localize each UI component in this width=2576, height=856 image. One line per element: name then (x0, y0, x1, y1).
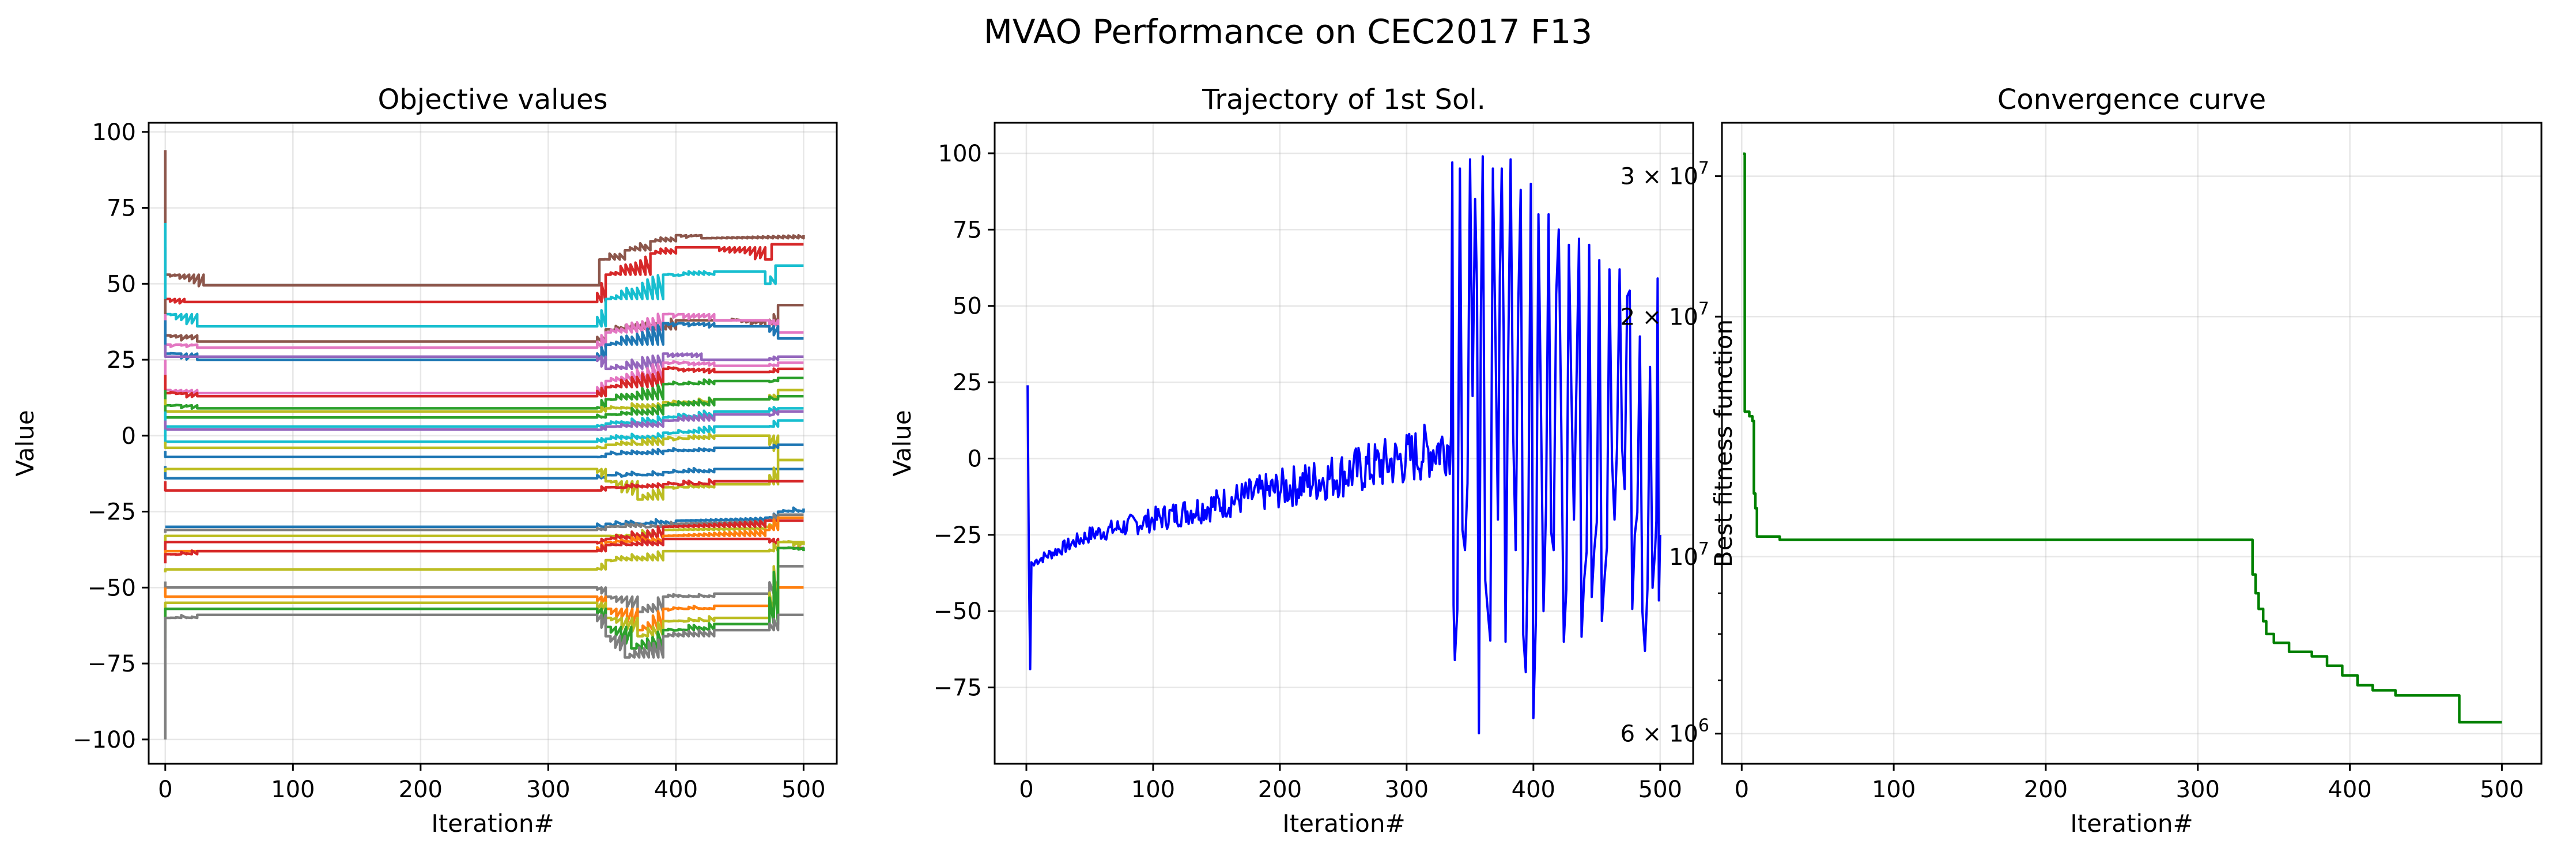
x-tick-label: 0 (1735, 776, 1749, 803)
series-line-10 (164, 376, 804, 410)
series-line-15 (164, 419, 804, 443)
grid-lines (1722, 123, 2541, 764)
x-tick-label: 100 (1131, 776, 1175, 803)
series-line-6 (164, 320, 804, 361)
x-tick-label: 200 (2024, 776, 2068, 803)
y-tick-label: 0 (968, 446, 982, 472)
series-line-18 (164, 466, 804, 480)
y-tick-label: −25 (88, 499, 136, 526)
series-line-8 (164, 360, 804, 396)
chart-panel-1: 0 100 200 300 400 500 −100 −75 −50 −25 0 25 50 75 100 O… (11, 84, 838, 838)
panel-title: Convergence curve (1997, 84, 2266, 116)
series-line-30 (164, 540, 805, 638)
x-tick-label: 400 (654, 776, 698, 803)
y-tick-label: 25 (953, 369, 982, 396)
y-tick-label: 50 (107, 271, 136, 297)
axes-frame (994, 122, 1694, 765)
axes-frame (1721, 122, 2543, 765)
y-tick-label: 50 (953, 293, 982, 320)
panel-title: Objective values (378, 84, 608, 116)
series-line-31 (164, 546, 805, 650)
x-tick-label: 400 (2328, 776, 2371, 803)
y-tick-label: 6 × 106 (1621, 716, 1709, 748)
series-line-4 (164, 299, 804, 343)
series-line-1 (164, 150, 805, 288)
series-line-1 (1026, 155, 1661, 734)
y-tick-label: 100 (92, 119, 136, 146)
series-line-17 (164, 443, 804, 459)
series-line-3 (164, 223, 804, 328)
series-line-29 (164, 586, 804, 632)
series-line-32 (164, 613, 804, 740)
y-tick-label: 0 (122, 423, 136, 450)
axes-frame (148, 122, 838, 765)
y-tick-label: −50 (88, 575, 136, 601)
x-tick-label: 500 (781, 776, 825, 803)
series-line-14 (164, 409, 804, 431)
y-tick-label: 2 × 107 (1621, 299, 1709, 330)
series-line-1 (1743, 152, 2502, 724)
series-line-2 (164, 243, 804, 305)
y-axis-label: Value (11, 410, 39, 476)
y-tick-label: −75 (88, 651, 136, 677)
x-tick-label: 500 (1638, 776, 1682, 803)
y-tick-label: 25 (107, 347, 136, 374)
x-tick-label: 200 (1258, 776, 1302, 803)
series-line-24 (164, 519, 804, 552)
y-axis-label: Value (888, 410, 916, 476)
chart-panel-3: 0 100 200 300 400 500 6 × 106 107 2 × 107 3 × 107… (1621, 84, 2543, 838)
x-tick-label: 200 (399, 776, 443, 803)
x-axis-label: Iteration# (1282, 809, 1405, 838)
x-axis-label: Iteration# (431, 809, 554, 838)
x-axis-label: Iteration# (2070, 809, 2193, 838)
x-tick-label: 400 (1512, 776, 1555, 803)
series-line-23 (164, 516, 804, 542)
y-tick-label: 100 (938, 141, 982, 167)
series-line-5 (164, 312, 804, 349)
y-tick-label: 107 (1669, 539, 1709, 571)
chart-panel-2: 0 100 200 300 400 500 −75 −50 −25 0 25 50 75 100 Traje… (888, 84, 1694, 838)
y-tick-label: −100 (73, 727, 136, 753)
plot-area (1026, 155, 1661, 734)
x-tick-label: 300 (2176, 776, 2220, 803)
series-line-16 (164, 432, 804, 462)
x-tick-label: 500 (2480, 776, 2524, 803)
x-tick-label: 300 (526, 776, 570, 803)
x-tick-label: 0 (158, 776, 172, 803)
x-tick-label: 0 (1019, 776, 1033, 803)
series-line-27 (164, 541, 804, 572)
x-tick-label: 100 (271, 776, 315, 803)
figure-suptitle: MVAO Performance on CEC2017 F13 (984, 12, 1592, 51)
grid-lines (149, 123, 837, 764)
series-line-9 (164, 365, 804, 399)
series-line-28 (164, 565, 804, 613)
y-axis-label: Best fitness function (1709, 319, 1738, 567)
series-line-26 (164, 537, 804, 564)
series-line-21 (165, 506, 805, 529)
series-line-12 (164, 395, 804, 419)
series-line-20 (164, 478, 804, 492)
y-tick-label: 3 × 107 (1621, 159, 1709, 190)
series-line-7 (164, 344, 804, 371)
x-tick-label: 100 (1872, 776, 1916, 803)
y-tick-label: −50 (934, 598, 982, 625)
plot-area (1743, 152, 2502, 724)
panel-title: Trajectory of 1st Sol. (1202, 84, 1486, 116)
series-line-19 (164, 458, 804, 501)
y-tick-label: −25 (934, 522, 982, 549)
y-tick-label: −75 (934, 675, 982, 702)
y-tick-label: 75 (953, 217, 982, 243)
y-tick-label: 75 (107, 195, 136, 222)
x-tick-label: 300 (1385, 776, 1429, 803)
plot-area (164, 150, 805, 740)
